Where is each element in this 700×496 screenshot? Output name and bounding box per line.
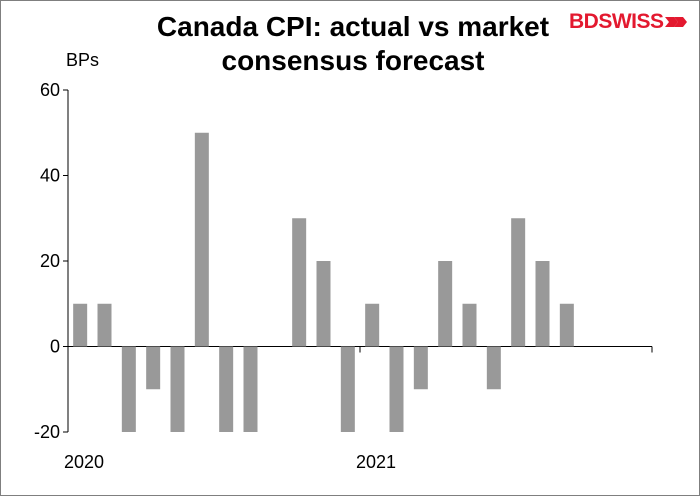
bar bbox=[389, 346, 404, 432]
bar bbox=[97, 303, 112, 347]
y-axis-label: BPs bbox=[66, 50, 100, 70]
chart-title: Canada CPI: actual vs market consensus f… bbox=[156, 11, 550, 76]
chart-tick-labels: -20 0 20 40 60 2020 2021 bbox=[34, 80, 396, 472]
bar bbox=[146, 346, 161, 390]
bar bbox=[413, 346, 428, 390]
bar bbox=[219, 346, 234, 432]
x-tick-label: 2020 bbox=[64, 452, 104, 472]
y-tick-label: -20 bbox=[34, 422, 60, 442]
bar bbox=[340, 346, 355, 432]
y-tick-label: 0 bbox=[50, 337, 60, 357]
bar bbox=[292, 218, 307, 347]
bar bbox=[73, 303, 88, 347]
logo-swiss-text: SWISS bbox=[598, 10, 664, 33]
bar bbox=[194, 132, 209, 347]
bdswiss-logo: BD SWISS bbox=[569, 8, 687, 36]
bar bbox=[535, 261, 550, 347]
bar bbox=[559, 303, 574, 347]
bar bbox=[462, 303, 477, 347]
bar bbox=[243, 346, 258, 432]
chart-axes bbox=[63, 89, 653, 433]
y-tick-label: 40 bbox=[40, 166, 60, 186]
chart-bars bbox=[73, 132, 574, 432]
logo-bd-text: BD bbox=[569, 10, 599, 33]
bar bbox=[511, 218, 526, 347]
bar bbox=[316, 261, 331, 347]
bar bbox=[170, 346, 185, 432]
bar bbox=[121, 346, 136, 432]
x-tick-label: 2021 bbox=[356, 452, 396, 472]
logo-wing-icon bbox=[664, 17, 687, 27]
bar bbox=[365, 303, 380, 347]
y-tick-label: 60 bbox=[40, 80, 60, 100]
y-tick-label: 20 bbox=[40, 251, 60, 271]
bar bbox=[438, 261, 453, 347]
bar bbox=[486, 346, 501, 390]
